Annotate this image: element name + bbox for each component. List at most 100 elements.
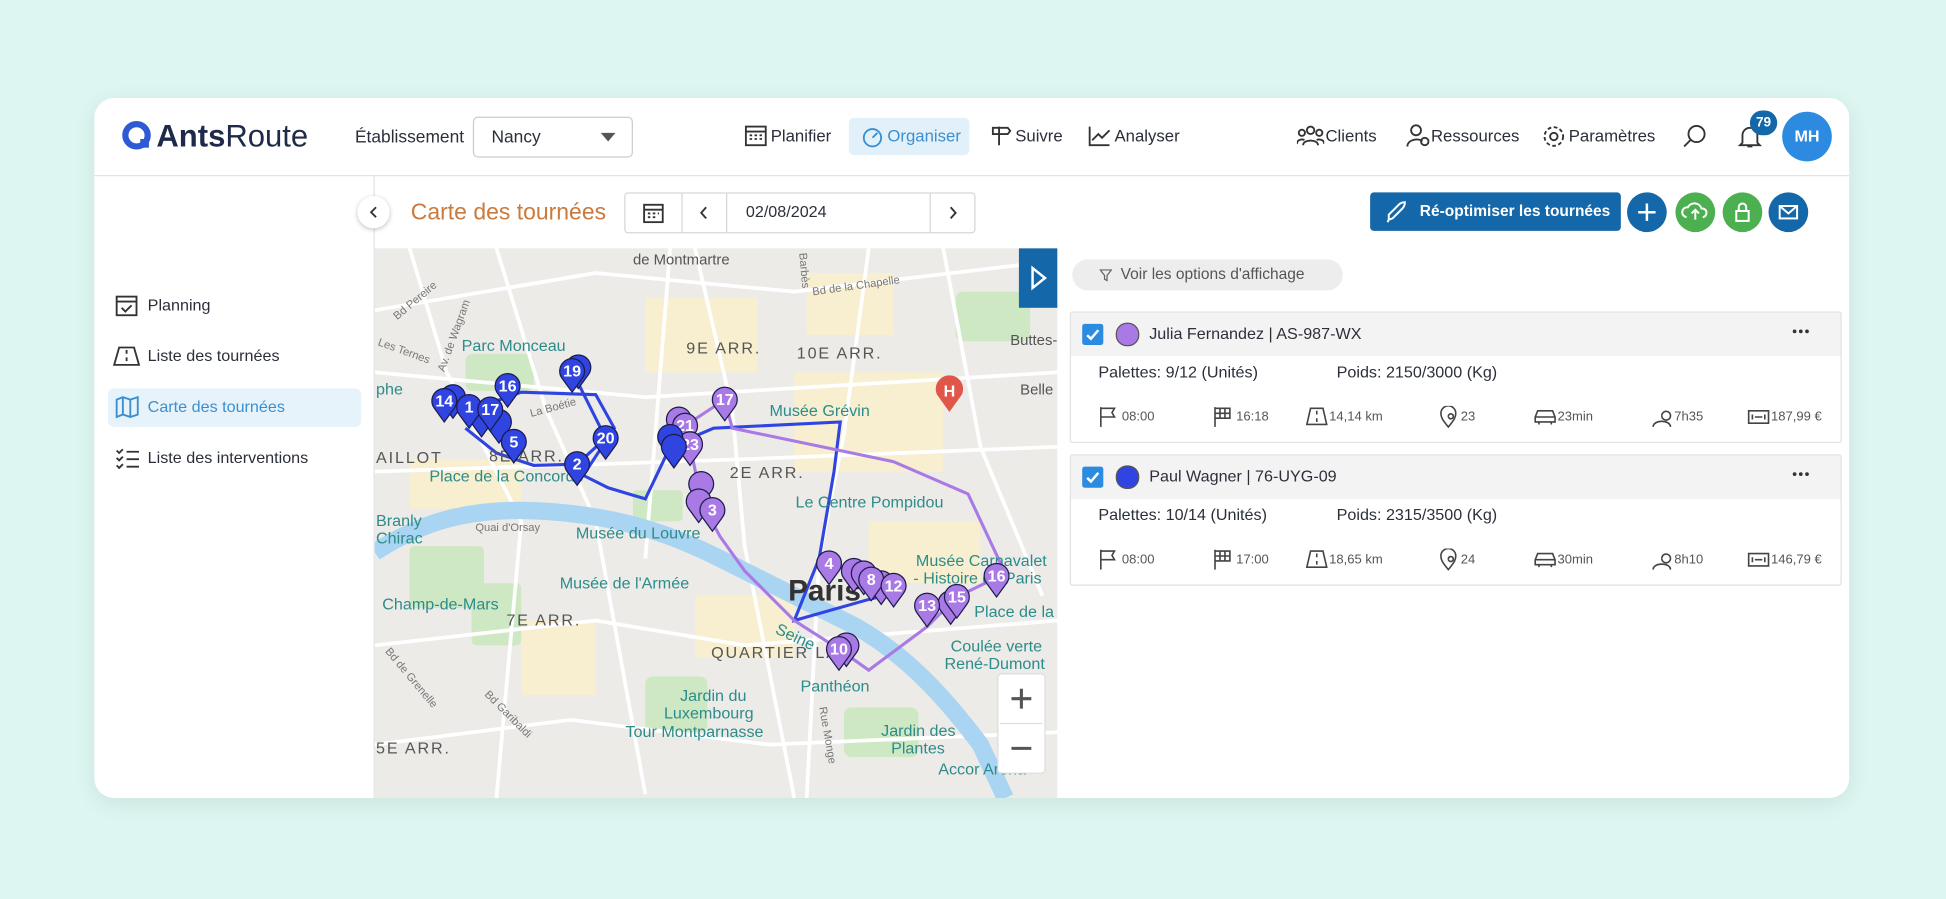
route-card-header [1071,455,1841,499]
divider [726,193,728,233]
marker-number: 20 [597,430,615,448]
route-menu[interactable] [1791,318,1811,348]
route-marker [943,584,970,620]
map-label: 7E ARR. [506,611,581,629]
map-label: 10E ARR. [797,345,883,363]
zoom-in[interactable] [1011,688,1032,709]
route-menu[interactable] [1791,460,1811,490]
nav-item[interactable]: Clients [1325,126,1377,146]
route-marker [699,497,726,533]
route-checkbox[interactable] [1082,466,1104,488]
route-marker [559,358,586,394]
route-marker [592,425,619,461]
nav-item-active[interactable]: Organiser [887,126,961,146]
toggle-arrow [1031,265,1047,291]
nav-item[interactable]: Planifier [770,126,832,146]
map-label: 5E ARR. [376,739,451,757]
route-marker [688,471,715,507]
nav-item[interactable]: Ressources [1430,126,1520,146]
map-label: de Montmartre [633,252,730,268]
establishment-select[interactable]: Nancy [472,116,633,158]
icon-organiser [862,128,883,148]
reoptimize-button[interactable]: Ré-optimiser les tournées [1370,192,1621,231]
map-label: Plantes [891,739,945,757]
map-label: 9E ARR. [686,340,761,358]
route-color [1115,465,1140,489]
calendar-button[interactable] [643,202,664,224]
map-label: Coulée verte [951,638,1042,656]
map-label: Jardin du [680,687,746,705]
chevron-left [369,206,377,218]
sidebar-item-active[interactable]: Carte des tournées [147,397,285,416]
stat-icon [1100,549,1116,570]
avatar[interactable]: MH [1782,111,1832,162]
sidebar-item[interactable]: Planning [147,295,211,314]
previous-day[interactable] [699,206,709,220]
icon-suivre [991,126,1012,146]
route-stat: 187,99 € [1771,409,1822,425]
lock-button[interactable] [1722,192,1763,233]
email-button[interactable] [1768,192,1809,233]
route-card: Paul Wagner | 76-UYG-09 Palettes: 10/14 (… [1069,454,1842,586]
marker-number: 12 [885,577,903,595]
marker-number: 4 [825,555,834,573]
logo-icon [122,121,151,150]
icon-clients [1296,125,1325,146]
route-marker [477,396,504,432]
route-checkbox[interactable] [1082,323,1104,346]
collapse-sidebar-button[interactable] [357,196,390,229]
sidebar-item[interactable]: Liste des interventions [147,448,309,467]
display-options-button[interactable]: Voir les options d'affichage [1072,259,1343,291]
panel-toggle[interactable] [1018,248,1058,308]
search-button[interactable] [1683,124,1708,149]
map-label: Branly [376,512,423,530]
stat-icon [1534,409,1556,425]
map-label: AILLOT [376,449,443,467]
icon-planning [115,295,138,317]
nav-item[interactable]: Analyser [1114,126,1180,146]
route-marker [825,636,852,672]
add-button[interactable] [1627,192,1667,233]
map-label: 8E ARR. [489,448,564,466]
marker-number: 19 [563,363,581,381]
map-label: Barbès [796,252,811,289]
route-pallets: Palettes: 9/12 (Unités) [1098,362,1258,382]
seine-river [374,501,1014,799]
route-marker [431,387,458,424]
route-marker [494,373,521,409]
stat-icon [1305,407,1328,426]
next-day[interactable] [948,206,958,220]
logo-main: Ants [156,119,226,154]
date-value[interactable]: 02/08/2024 [745,202,827,221]
nav-active-bg [848,117,970,156]
map-parks [409,291,1031,758]
map-label: Place de la B [974,603,1057,621]
icon-interventions [116,448,139,470]
dropdown-arrow [600,132,616,142]
upload-button[interactable] [1675,192,1716,233]
route-card-header [1071,312,1841,357]
stat-glyph [1747,409,1770,425]
nav-item[interactable]: Paramètres [1568,126,1656,146]
map[interactable]: H de Montmartre Bd de la Chapelle Parc M… [374,248,1058,799]
stat-glyph [1440,405,1457,429]
map-label: Musée Grévin [769,402,869,420]
toolbar-actions [1627,192,1809,233]
map-label: Quai d'Orsay [475,522,540,534]
route-marker [500,428,527,464]
nav-item[interactable]: Suivre [1015,126,1063,146]
map-label: 2E ARR. [730,464,805,482]
marker-number: 1 [465,399,474,417]
stat-icon [1747,409,1770,425]
stat-glyph [1534,409,1556,425]
map-label: Parc Monceau [462,337,566,355]
sidebar-item[interactable]: Liste des tournées [147,346,280,365]
stat-glyph [1100,549,1116,570]
route-pallets: Palettes: 10/14 (Unités) [1098,505,1267,524]
stat-glyph [1214,549,1231,570]
map-label: Musée du Louvre [576,525,701,543]
stat-icon [1305,550,1328,568]
marker-number: 16 [499,377,517,395]
map-label: Chirac [376,530,423,548]
